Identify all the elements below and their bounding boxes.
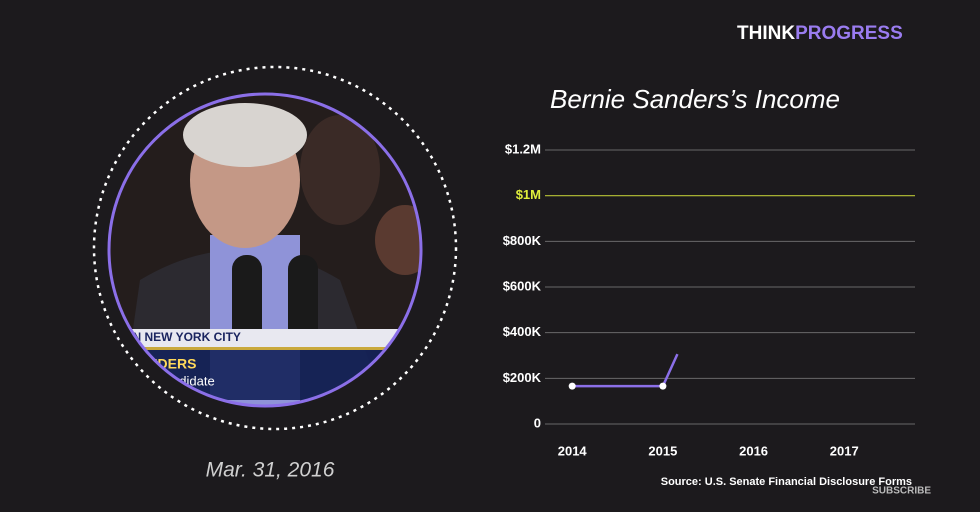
chart-title: Bernie Sanders’s Income	[550, 84, 840, 114]
photo-mic	[232, 255, 262, 345]
y-tick-label: $1M	[516, 187, 541, 202]
x-tick-label: 2017	[830, 443, 859, 458]
y-tick-label: $200K	[503, 370, 542, 385]
caption-banner	[109, 329, 421, 347]
dashed-ring	[92, 65, 458, 431]
point-marker	[659, 382, 667, 390]
brand-logo: THINKPROGRESS	[737, 23, 903, 44]
y-tick-label: $600K	[503, 278, 542, 293]
y-tick-label: $1.2M	[505, 141, 541, 156]
x-tick-label: 2014	[558, 443, 588, 458]
photo-hair	[183, 103, 307, 167]
brand-second: PROGRESS	[795, 23, 903, 44]
caption-banner-text: Y IN NEW YORK CITY	[118, 330, 241, 344]
photo-mic	[288, 255, 318, 345]
photo-ring	[107, 92, 423, 408]
x-tick-label: 2016	[739, 443, 768, 458]
y-tick-label: 0	[534, 415, 541, 430]
subscribe-button[interactable]: SUBSCRIBE	[872, 486, 931, 497]
brand-first: THINK	[737, 23, 795, 44]
video-frame: Y IN NEW YORK CITY SANDERS ntial Candida…	[109, 94, 421, 406]
x-tick-label: 2015	[648, 443, 677, 458]
point-marker	[568, 382, 576, 390]
source: Source: U.S. Senate Financial Disclosure…	[661, 476, 912, 488]
y-tick-label: $800K	[503, 233, 542, 248]
caption-stripe	[109, 347, 421, 350]
photo-person	[300, 115, 380, 225]
video-date: Mar. 31, 2016	[206, 459, 335, 482]
y-tick-label: $400K	[503, 324, 542, 339]
